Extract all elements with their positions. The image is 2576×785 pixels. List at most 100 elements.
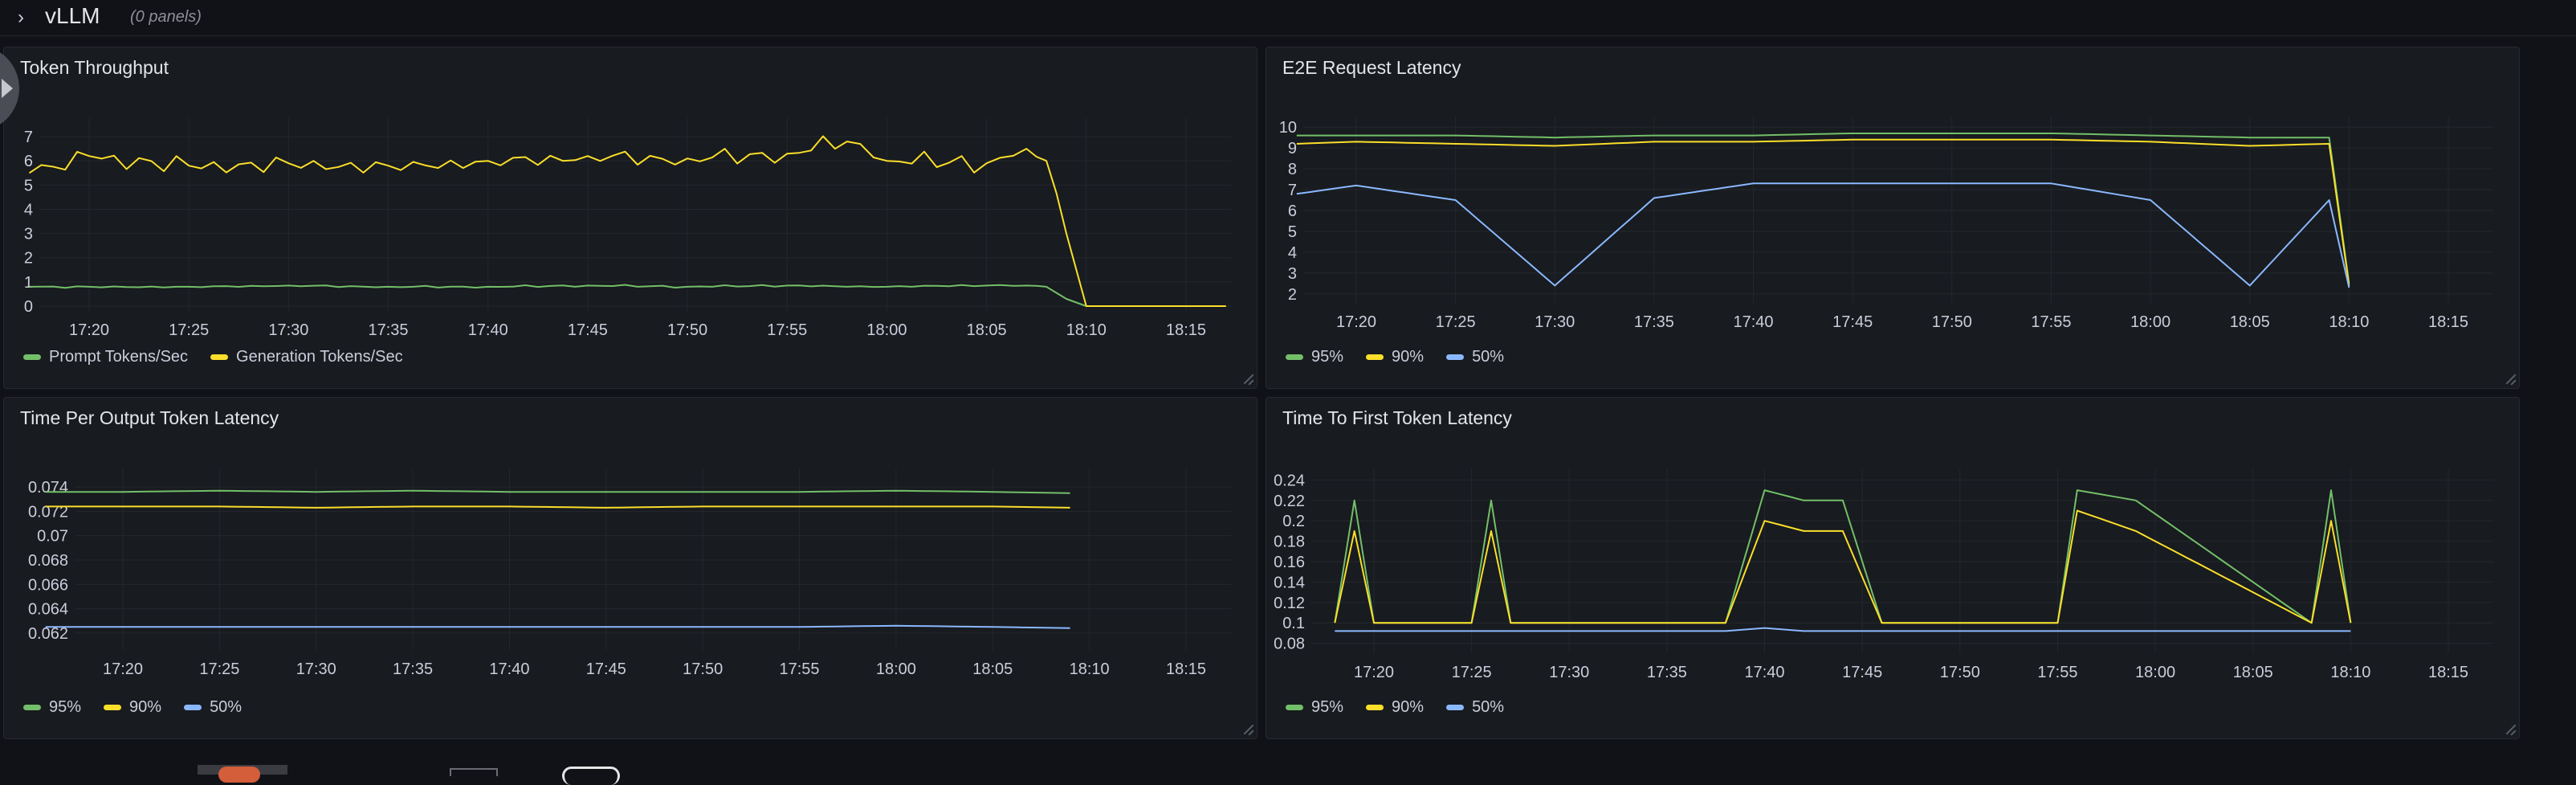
panel-title[interactable]: E2E Request Latency (1282, 57, 1461, 78)
legend-item-generation[interactable]: Generation Tokens/Sec (210, 348, 403, 366)
series-line-90- (1296, 138, 2350, 286)
x-tick-label: 17:20 (1354, 664, 1394, 681)
legend-item-90[interactable]: 90% (1366, 348, 1424, 366)
row-collapse-chevron-icon[interactable]: › (18, 6, 24, 28)
ttft-latency-chart: 0.08 0.1 0.12 0.14 0.16 0.18 0.2 0.22 0.24 17:20 1… (1274, 468, 2493, 681)
panel-resize-handle[interactable] (2505, 724, 2516, 735)
panel-resize-handle[interactable] (1242, 724, 1253, 735)
x-tick-label: 17:55 (767, 321, 807, 339)
y-tick-label: 0.07 (37, 528, 68, 546)
x-tick-label: 18:00 (2130, 313, 2170, 331)
panel-title[interactable]: Time To First Token Latency (1282, 407, 1512, 428)
x-tick-label: 17:50 (667, 321, 707, 339)
x-tick-label: 17:40 (1745, 664, 1785, 681)
x-tick-label: 18:05 (2230, 313, 2270, 331)
x-tick-label: 17:25 (169, 321, 209, 339)
y-tick-label: 10 (1279, 119, 1297, 137)
grid (75, 468, 1231, 650)
legend-item-prompt[interactable]: Prompt Tokens/Sec (23, 348, 188, 366)
legend-item-95[interactable]: 95% (1286, 698, 1343, 717)
y-tick-label: 0.066 (28, 576, 68, 594)
legend-item-50[interactable]: 50% (184, 698, 242, 717)
panel-e2e-request-latency: E2E Request Latency 2 3 4 5 6 7 8 9 10 17:20 17:25… (1266, 47, 2520, 389)
taskbar-app-icon[interactable] (198, 765, 287, 783)
legend-label: Generation Tokens/Sec (236, 348, 403, 366)
y-tick-label: 0.1 (1282, 615, 1305, 632)
series-line-generation-tokens-sec (28, 135, 1226, 307)
panel-tpot-latency: Time Per Output Token Latency 0.062 0.064… (3, 397, 1257, 739)
legend-label: 90% (1392, 698, 1425, 716)
legend: 95% 90% 50% (23, 698, 242, 717)
x-tick-label: 17:50 (1932, 313, 1972, 331)
x-tick-label: 17:55 (2031, 313, 2071, 331)
x-tick-label: 17:25 (1452, 664, 1492, 681)
y-tick-label: 5 (24, 177, 33, 194)
legend-label: 90% (129, 698, 162, 716)
taskbar-window-icon[interactable] (450, 768, 498, 776)
legend-item-90[interactable]: 90% (1366, 698, 1424, 717)
y-tick-label: 7 (24, 129, 33, 146)
series-line-50- (1335, 627, 2351, 632)
panel-title[interactable]: Time Per Output Token Latency (20, 407, 279, 428)
y-tick-label: 2 (1288, 286, 1297, 304)
taskbar-browser-icon[interactable] (562, 767, 620, 785)
y-tick-label: 0.062 (28, 625, 68, 643)
x-tick-label: 17:35 (393, 660, 433, 678)
legend-swatch (1286, 354, 1303, 360)
x-tick-label: 17:20 (69, 321, 109, 339)
legend-label: 50% (210, 698, 243, 716)
x-tick-label: 17:45 (1842, 664, 1882, 681)
y-tick-label: 3 (24, 226, 33, 243)
y-tick-label: 6 (24, 153, 33, 170)
legend-swatch (1366, 705, 1384, 710)
legend-item-95[interactable]: 95% (23, 698, 81, 717)
x-tick-label: 18:10 (2329, 313, 2369, 331)
x-tick-label: 17:45 (568, 321, 608, 339)
y-tick-label: 0.064 (28, 601, 68, 619)
x-tick-label: 18:05 (972, 660, 1013, 678)
x-tick-label: 17:20 (1336, 313, 1376, 331)
y-tick-label: 0.18 (1274, 534, 1305, 551)
legend: 95% 90% 50% (1286, 348, 1504, 366)
legend-label: 95% (1311, 698, 1344, 716)
x-tick-label: 18:15 (1166, 321, 1206, 339)
legend-swatch (1286, 705, 1303, 710)
y-tick-label: 0.12 (1274, 595, 1305, 612)
legend-label: 50% (1472, 698, 1505, 716)
series-line-95- (1334, 489, 2352, 624)
y-tick-label: 3 (1288, 265, 1297, 283)
y-tick-label: 0.16 (1274, 554, 1305, 571)
legend-item-50[interactable]: 50% (1446, 698, 1504, 717)
y-tick-label: 0 (24, 298, 33, 316)
series-line-50- (1296, 182, 2350, 288)
legend-swatch (210, 354, 229, 360)
x-tick-label: 18:10 (1070, 660, 1110, 678)
legend-swatch (23, 354, 41, 360)
x-tick-label: 18:00 (866, 321, 907, 339)
x-tick-label: 17:55 (2037, 664, 2077, 681)
x-tick-label: 17:40 (489, 660, 529, 678)
y-tick-label: 0.2 (1282, 513, 1305, 530)
panel-resize-handle[interactable] (2505, 374, 2516, 385)
y-tick-label: 0.14 (1274, 574, 1305, 591)
y-tick-label: 4 (1288, 244, 1297, 262)
x-tick-label: 17:30 (268, 321, 308, 339)
panel-resize-handle[interactable] (1242, 374, 1253, 385)
legend-item-90[interactable]: 90% (104, 698, 161, 717)
x-tick-label: 17:35 (369, 321, 409, 339)
y-tick-label: 6 (1288, 202, 1297, 220)
x-tick-label: 17:50 (1940, 664, 1980, 681)
legend-label: 95% (49, 698, 82, 716)
y-tick-label: 0.24 (1274, 472, 1305, 489)
panel-title[interactable]: Token Throughput (20, 57, 169, 78)
row-header[interactable]: › vLLM (0 panels) (0, 0, 2576, 36)
legend-swatch (1366, 354, 1384, 360)
x-tick-label: 17:40 (468, 321, 508, 339)
legend-item-95[interactable]: 95% (1286, 348, 1343, 366)
x-tick-label: 18:05 (2233, 664, 2273, 681)
legend-label: Prompt Tokens/Sec (49, 348, 189, 366)
x-tick-label: 17:35 (1647, 664, 1687, 681)
x-tick-label: 17:20 (103, 660, 143, 678)
y-tick-label: 8 (1288, 161, 1297, 178)
legend-item-50[interactable]: 50% (1446, 348, 1504, 366)
